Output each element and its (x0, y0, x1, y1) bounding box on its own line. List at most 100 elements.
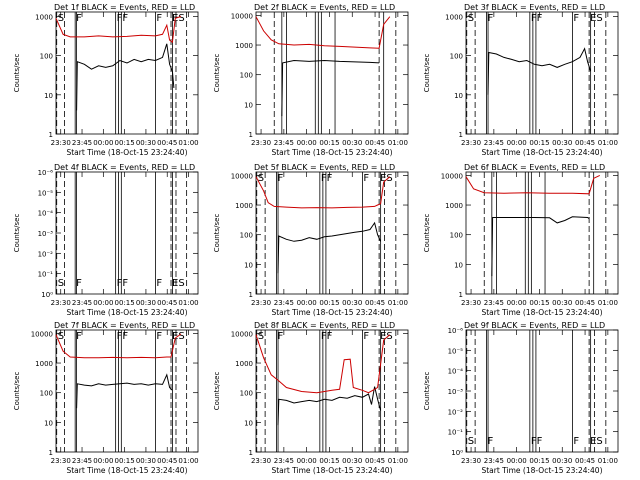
x-tick-label: 00:30 (552, 457, 572, 465)
y-tick-label: 10 (244, 101, 253, 109)
y-tick-label: 10 (244, 419, 253, 427)
plot-frame (55, 329, 199, 453)
x-tick-label: 00:00 (297, 299, 317, 307)
x-tick-label: 23:45 (484, 457, 504, 465)
x-tick-label: 00:45 (365, 139, 385, 147)
x-axis-label: Start Time (18-Oct-15 23:24:40) (271, 148, 392, 157)
plot-frame (255, 11, 409, 135)
panel-title: Det 1f BLACK = Events, RED = LLD (54, 3, 195, 12)
lld-series-line (465, 174, 601, 195)
event-marker-label: ES (380, 173, 393, 184)
x-tick-label: 00:30 (136, 457, 156, 465)
y-tick-label: 10⁻¹ (448, 429, 464, 437)
y-tick-label: 1 (459, 131, 463, 139)
x-tick-label: 23:30 (51, 139, 71, 147)
y-tick-label: 10⁻⁵ (448, 347, 464, 355)
event-marker-label: F (156, 278, 162, 289)
x-tick-label: 01:00 (178, 457, 198, 465)
lld-series-line (55, 333, 182, 359)
x-tick-label: 00:00 (507, 457, 527, 465)
panel-det-8: Det 8f BLACK = Events, RED = LLD 1 10 100 10… (213, 321, 409, 475)
x-tick-label: 00:30 (552, 299, 572, 307)
y-tick-label: 1 (49, 131, 53, 139)
x-tick-label: 00:15 (115, 139, 135, 147)
y-tick-label: 1000 (35, 360, 53, 368)
x-tick-label: 00:45 (157, 139, 177, 147)
y-tick-label: 10⁻² (448, 408, 464, 416)
x-tick-label: 23:45 (484, 299, 504, 307)
y-tick-label: 100 (450, 232, 463, 240)
x-tick-label: 23:30 (461, 139, 481, 147)
panel-title: Det 6f BLACK = Events, RED = LLD (464, 163, 605, 172)
y-tick-label: 1 (459, 291, 463, 299)
y-tick-label: 10⁻⁴ (38, 210, 54, 218)
event-marker-label: F (573, 13, 579, 24)
y-tick-label: 1 (249, 291, 253, 299)
lld-series-line (255, 176, 391, 209)
y-axis-label: Counts/sec (13, 214, 21, 253)
y-tick-label: 10000 (31, 330, 53, 338)
y-tick-label: 100 (450, 53, 463, 61)
lld-series-line (55, 16, 182, 44)
x-tick-label: 00:00 (93, 299, 113, 307)
events-series-line (281, 59, 380, 117)
x-tick-label: 23:45 (274, 139, 294, 147)
x-tick-label: 00:45 (575, 139, 595, 147)
plot-frame (55, 11, 199, 135)
event-marker-label: S (58, 331, 64, 342)
x-tick-label: 00:15 (529, 299, 549, 307)
y-tick-label: 10000 (231, 12, 253, 20)
event-marker-label: ES (172, 331, 185, 342)
panel-title: Det 7f BLACK = Events, RED = LLD (54, 321, 195, 330)
event-marker-label: F (488, 13, 494, 24)
event-marker-label: ES (590, 13, 603, 24)
y-axis-label: Counts/sec (213, 54, 221, 93)
x-tick-label: 23:30 (251, 299, 271, 307)
y-tick-label: 10⁻⁴ (448, 368, 464, 376)
y-tick-label: 10000 (231, 330, 253, 338)
x-tick-label: 23:30 (251, 139, 271, 147)
x-tick-label: 23:45 (484, 139, 504, 147)
event-marker-label: F (156, 13, 162, 24)
x-axis-label: Start Time (18-Oct-15 23:24:40) (481, 148, 602, 157)
event-marker-label: ES (590, 436, 603, 447)
event-marker-label: S (468, 436, 474, 447)
event-marker-label: FF (117, 278, 129, 289)
event-marker-label: F (488, 436, 494, 447)
y-axis-label: Counts/sec (13, 372, 21, 411)
y-axis-label: Counts/sec (213, 214, 221, 253)
y-tick-label: 10⁻⁶ (38, 169, 54, 177)
events-series-line (277, 221, 382, 274)
event-marker-label: F (363, 331, 369, 342)
event-marker-label: F (573, 436, 579, 447)
x-axis-label: Start Time (18-Oct-15 23:24:40) (66, 466, 187, 475)
y-tick-label: 10⁻³ (38, 230, 54, 238)
x-tick-label: 01:00 (388, 299, 408, 307)
y-tick-label: 1000 (235, 360, 253, 368)
y-tick-label: 1 (49, 449, 53, 457)
x-tick-label: 00:30 (342, 299, 362, 307)
x-tick-label: 00:45 (157, 457, 177, 465)
plot-frame (255, 329, 409, 453)
panel-det-5: Det 5f BLACK = Events, RED = LLD 1 10 100 10… (213, 163, 409, 317)
y-tick-label: 10000 (231, 172, 253, 180)
y-tick-label: 100 (240, 390, 253, 398)
x-tick-label: 00:00 (297, 139, 317, 147)
plot-frame (465, 11, 619, 135)
x-tick-label: 00:00 (507, 139, 527, 147)
panel-det-6: Det 6f BLACK = Events, RED = LLD 1 10 100 10… (423, 163, 619, 317)
panel-det-1: Det 1f BLACK = Events, RED = LLD 1 10 100 10… (13, 3, 199, 157)
lld-series-line (255, 16, 391, 49)
y-axis-label: Counts/sec (213, 372, 221, 411)
event-marker-label: ES (172, 13, 185, 24)
y-tick-label: 10 (244, 261, 253, 269)
x-axis-label: Start Time (18-Oct-15 23:24:40) (481, 308, 602, 317)
panel-det-3: Det 3f BLACK = Events, RED = LLD 1 10 100 10… (423, 3, 619, 157)
x-tick-label: 00:30 (342, 457, 362, 465)
x-tick-label: 23:45 (274, 299, 294, 307)
y-tick-label: 10⁻³ (448, 388, 464, 396)
event-marker-label: S (258, 331, 264, 342)
x-axis-label: Start Time (18-Oct-15 23:24:40) (66, 148, 187, 157)
x-tick-label: 00:30 (136, 139, 156, 147)
